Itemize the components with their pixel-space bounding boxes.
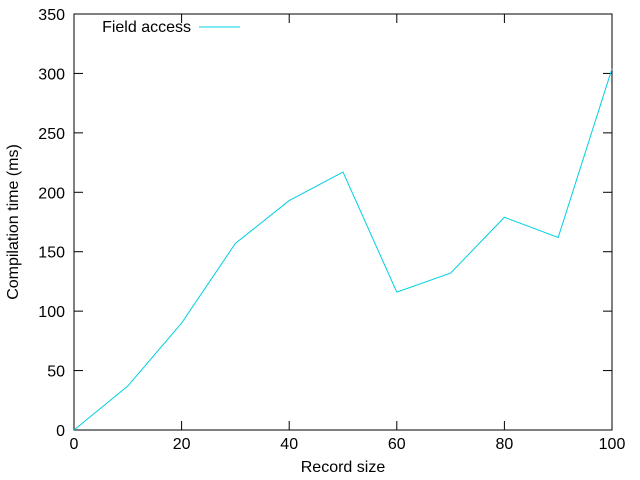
legend: Field access (102, 19, 240, 36)
y-tick-label: 350 (38, 7, 65, 24)
y-tick-label: 50 (47, 364, 65, 381)
y-tick-label: 150 (38, 245, 65, 262)
y-tick-label: 250 (38, 126, 65, 143)
y-tick-label: 200 (38, 185, 65, 202)
y-tick-label: 300 (38, 66, 65, 83)
x-tick-label: 60 (388, 436, 406, 453)
x-tick-label: 0 (70, 436, 79, 453)
plot-frame (73, 13, 613, 431)
axis-ticks (73, 13, 613, 431)
x-tick-label: 80 (496, 436, 514, 453)
series-line (73, 68, 613, 431)
x-tick-label: 100 (599, 436, 626, 453)
x-tick-label: 40 (280, 436, 298, 453)
x-tick-label: 20 (173, 436, 191, 453)
legend-label: Field access (102, 19, 191, 36)
tick-labels: 0 20 40 60 80 100 0 50 100 150 200 250 300 350 (38, 7, 625, 453)
y-tick-label: 100 (38, 304, 65, 321)
series-layer (73, 68, 613, 431)
y-axis-title: Compilation time (ms) (5, 144, 22, 300)
y-tick-label: 0 (56, 423, 65, 440)
x-axis-title: Record size (301, 459, 386, 476)
